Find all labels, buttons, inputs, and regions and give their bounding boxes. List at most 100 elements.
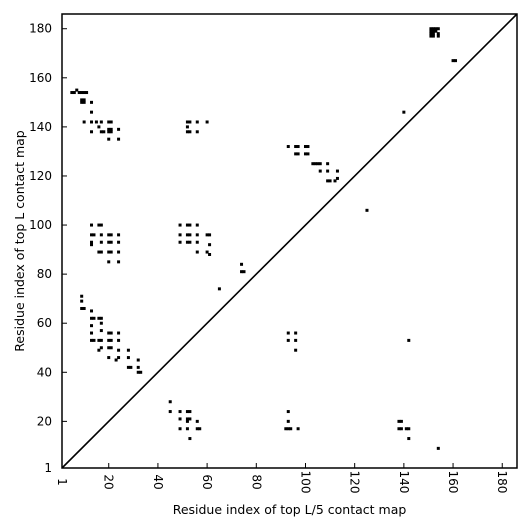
contact-point [195,427,199,431]
contact-point [168,400,172,404]
contact-point [107,127,111,131]
contact-point [365,208,369,212]
contact-point [294,348,298,352]
contact-point [195,120,199,124]
contact-point [195,419,199,423]
contact-point [185,240,189,244]
contact-point [185,233,189,237]
contact-point [109,233,113,237]
contact-point [117,260,121,264]
contact-point [126,365,130,369]
contact-point [90,100,94,104]
y-tick-label: 180 [29,22,52,36]
contact-point [136,370,140,374]
contact-point [195,223,199,227]
contact-point [429,34,433,38]
y-tick-label: 140 [29,120,52,134]
contact-point [117,250,121,254]
contact-point [185,419,189,423]
contact-point [205,250,209,254]
x-tick-label: 1 [55,478,69,486]
y-axis-label: Residue index of top L contact map [12,130,27,351]
contact-point [188,417,192,421]
contact-point [296,427,300,431]
contact-point [97,250,101,254]
y-tick-label: 120 [29,169,52,183]
contact-point [240,262,244,266]
x-tick-label: 140 [397,471,411,494]
x-tick-label: 100 [298,471,312,494]
contact-point [99,250,103,254]
y-tick-label: 60 [37,316,52,330]
contact-point [205,120,209,124]
y-tick-label: 20 [37,414,52,428]
contact-point [240,270,244,274]
contact-point [454,59,458,63]
contact-point [286,338,290,342]
contact-point [294,338,298,342]
contact-point [303,152,307,156]
y-tick-label: 160 [29,71,52,85]
contact-point [80,299,84,303]
contact-point [109,130,113,134]
contact-point [92,316,96,320]
contact-point [90,110,94,114]
contact-point [286,427,290,431]
contact-point [102,130,106,134]
contact-point [185,410,189,414]
contact-point [99,316,103,320]
contact-point [90,240,94,244]
contact-point [185,120,189,124]
contact-point [168,410,172,414]
contact-point [306,152,310,156]
contact-point [82,100,86,104]
contact-point [303,145,307,149]
contact-point [185,427,189,431]
contact-point [289,427,293,431]
contact-point [82,306,86,310]
contact-point [407,437,411,441]
contact-point [195,130,199,134]
contact-point [397,427,401,431]
contact-point [185,130,189,134]
x-tick-label: 160 [446,471,460,494]
contact-point [90,316,94,320]
contact-point [107,130,111,134]
contact-point [99,346,103,350]
contact-point [217,287,221,291]
contact-point [451,59,455,63]
contact-point [399,419,403,423]
y-tick-label: 80 [37,267,52,281]
contact-point [195,240,199,244]
contact-point [434,27,438,31]
contact-point [286,331,290,335]
contact-point [333,179,337,183]
contact-point [198,427,202,431]
contact-point [431,27,435,31]
contact-point [195,233,199,237]
contact-point [109,120,113,124]
contact-point [178,233,182,237]
contact-point [429,29,433,33]
contact-point [286,410,290,414]
contact-point [431,32,435,36]
contact-point [294,152,298,156]
contact-point [208,253,212,256]
contact-point [436,34,440,38]
contact-point [436,27,440,31]
contact-point [80,100,84,104]
contact-point [117,127,121,131]
contact-point [178,223,182,227]
contact-point [397,419,401,423]
contact-point [90,223,94,227]
contact-point [109,240,113,244]
contact-point [188,120,192,124]
contact-point [296,145,300,149]
y-tick-label: 1 [44,461,52,475]
contact-point [139,370,143,374]
contact-point [126,348,130,352]
contact-point [188,410,192,414]
contact-point [316,162,320,166]
contact-point [436,32,440,36]
